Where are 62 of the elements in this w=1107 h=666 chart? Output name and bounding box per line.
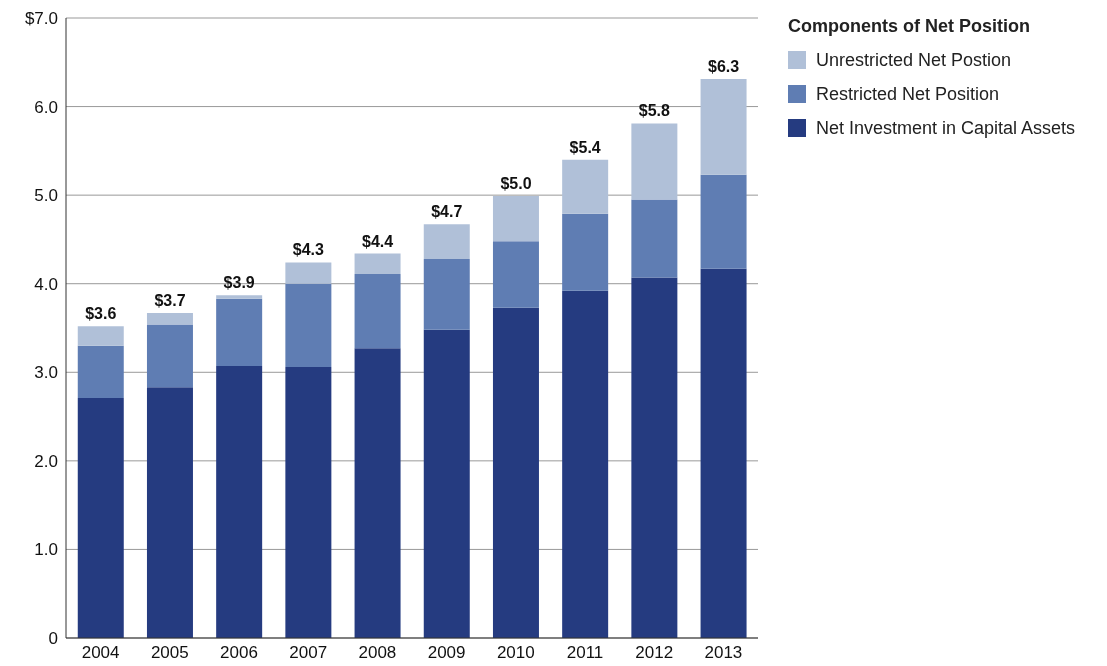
bar xyxy=(216,298,263,367)
bar xyxy=(631,277,678,638)
bar xyxy=(285,366,332,638)
total-label: $5.4 xyxy=(569,138,601,156)
x-tick-label: 2005 xyxy=(150,643,189,663)
bar xyxy=(562,213,609,291)
bar xyxy=(354,348,401,638)
bar xyxy=(562,159,609,214)
bar xyxy=(216,295,263,299)
x-tick-label: 2007 xyxy=(289,643,328,663)
y-tick-label: 1.0 xyxy=(34,540,58,560)
bar xyxy=(146,387,193,638)
bar xyxy=(492,241,539,308)
legend-title: Components of Net Position xyxy=(788,16,1031,37)
bar xyxy=(77,345,124,398)
bar xyxy=(700,79,747,175)
y-tick-label: 5.0 xyxy=(34,186,58,206)
bar xyxy=(423,224,470,259)
legend-label: Net Investment in Capital Assets xyxy=(816,117,1076,139)
bar xyxy=(492,196,539,242)
total-label: $3.6 xyxy=(85,305,117,323)
y-tick-label: 4.0 xyxy=(34,274,58,294)
y-tick-label: 2.0 xyxy=(34,451,58,471)
bar xyxy=(77,397,124,638)
x-tick-label: 2010 xyxy=(496,643,535,663)
total-label: $3.7 xyxy=(154,291,186,309)
total-label: $4.7 xyxy=(431,203,463,221)
total-label: $6.3 xyxy=(707,58,740,76)
bar xyxy=(216,366,263,638)
bar xyxy=(700,268,747,638)
x-tick-label: 2006 xyxy=(220,643,258,663)
bar xyxy=(492,307,539,638)
y-tick-label: 0 xyxy=(48,629,58,649)
bar xyxy=(146,312,193,325)
legend-label: Restricted Net Position xyxy=(816,83,1000,105)
bar xyxy=(354,253,401,274)
bar xyxy=(354,273,401,349)
bar xyxy=(631,123,678,200)
total-label: $5.8 xyxy=(638,102,671,120)
bar xyxy=(285,262,332,284)
total-label: $3.9 xyxy=(223,274,255,292)
y-tick-label: 6.0 xyxy=(34,97,58,117)
bar xyxy=(423,329,470,638)
x-tick-label: 2013 xyxy=(704,643,743,663)
bar xyxy=(700,174,747,269)
x-tick-label: 2004 xyxy=(81,643,120,663)
bar xyxy=(146,324,193,388)
bar xyxy=(285,283,332,367)
legend-label: Unrestricted Net Postion xyxy=(816,49,1012,71)
total-label: $4.4 xyxy=(361,232,394,250)
x-tick-label: 2008 xyxy=(358,643,397,663)
x-tick-label: 2011 xyxy=(566,643,604,663)
y-tick-label: 3.0 xyxy=(34,363,58,383)
bar xyxy=(631,199,678,278)
bar xyxy=(77,326,124,346)
total-label: $5.0 xyxy=(500,175,532,193)
bar xyxy=(562,290,609,638)
bar xyxy=(423,258,470,330)
total-label: $4.3 xyxy=(292,241,325,259)
y-tick-label: $7.0 xyxy=(24,9,58,29)
x-tick-label: 2012 xyxy=(635,643,674,663)
x-tick-label: 2009 xyxy=(427,643,466,663)
